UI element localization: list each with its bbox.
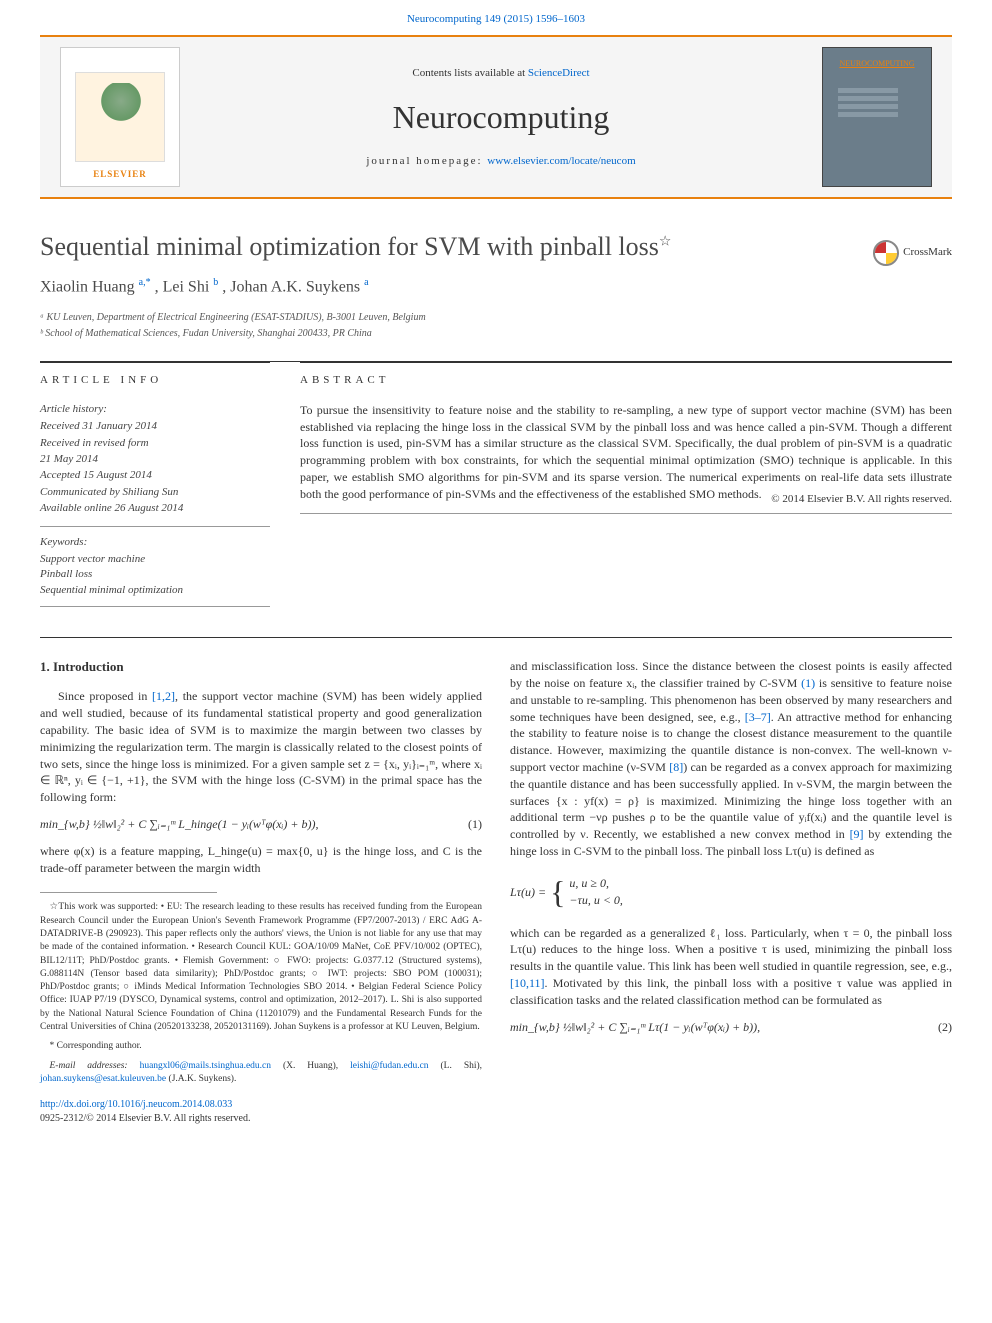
author-1-affil-link[interactable]: a,* (139, 277, 151, 288)
email-3-who: (J.A.K. Suykens). (166, 1074, 236, 1084)
publisher-logo-box: ELSEVIER (60, 47, 180, 187)
issn-line: 0925-2312/© 2014 Elsevier B.V. All right… (40, 1113, 250, 1124)
email-2-who: (L. Shi), (429, 1061, 482, 1071)
corresponding-footnote: * Corresponding author. (40, 1040, 482, 1053)
ref-1-2[interactable]: [1,2] (152, 689, 175, 703)
article-info-box: article info Article history: Received 3… (40, 362, 270, 608)
doi-block: http://dx.doi.org/10.1016/j.neucom.2014.… (40, 1098, 482, 1126)
right-column: and misclassification loss. Since the di… (510, 658, 952, 1126)
abstract-label: abstract (300, 373, 952, 388)
p4a: which can be regarded as a generalized ℓ… (510, 926, 952, 974)
intro-p1: Since proposed in [1,2], the support vec… (40, 688, 482, 806)
ref-3-7[interactable]: [3–7] (745, 710, 771, 724)
keyword-1: Support vector machine (40, 552, 270, 567)
p1b: , the support vector machine (SVM) has b… (40, 689, 482, 804)
affiliation-b: ᵇ School of Mathematical Sciences, Fudan… (40, 327, 952, 341)
publisher-name: ELSEVIER (93, 168, 147, 181)
funding-footnote: ☆This work was supported: • EU: The rese… (40, 901, 482, 1034)
elsevier-tree-icon (75, 72, 165, 162)
affiliations: ᵃ KU Leuven, Department of Electrical En… (40, 311, 952, 341)
cover-bars-icon (838, 88, 898, 120)
ref-8[interactable]: [8] (669, 760, 683, 774)
pinball-def: Lτ(u) = { u, u ≥ 0, −τu, u < 0, (510, 870, 952, 915)
history-communicated: Communicated by Shiliang Sun (40, 485, 270, 500)
left-column: 1. Introduction Since proposed in [1,2],… (40, 658, 482, 1126)
ref-eq1[interactable]: (1) (801, 676, 815, 690)
history-accepted: Accepted 15 August 2014 (40, 468, 270, 483)
author-1: Xiaolin Huang (40, 278, 135, 295)
eq1-expr: min_{w,b} ½‖w‖₂² + C ∑ᵢ₌₁ᵐ L_hinge(1 − y… (40, 816, 319, 833)
footnote-separator (40, 892, 217, 893)
history-header: Article history: (40, 402, 270, 417)
ref-9[interactable]: [9] (850, 827, 864, 841)
intro-p2: where φ(x) is a feature mapping, L_hinge… (40, 843, 482, 877)
author-2: Lei Shi (163, 278, 210, 295)
ref-10-11[interactable]: [10,11] (510, 976, 545, 990)
email-1-who: (X. Huang), (271, 1061, 338, 1071)
pinball-case-2: −τu, u < 0, (569, 892, 623, 909)
journal-banner: ELSEVIER Contents lists available at Sci… (40, 35, 952, 199)
pinball-case-1: u, u ≥ 0, (569, 875, 623, 892)
keyword-2: Pinball loss (40, 567, 270, 582)
crossmark-badge[interactable]: CrossMark (873, 240, 952, 266)
history-received: Received 31 January 2014 (40, 419, 270, 434)
keyword-3: Sequential minimal optimization (40, 583, 270, 598)
p1a: Since proposed in (58, 689, 152, 703)
crossmark-label: CrossMark (903, 245, 952, 260)
email-1[interactable]: huangxl06@mails.tsinghua.edu.cn (140, 1061, 271, 1071)
article-info-label: article info (40, 373, 270, 388)
intro-heading: 1. Introduction (40, 658, 482, 676)
author-list: Xiaolin Huang a,* , Lei Shi b , Johan A.… (40, 276, 952, 299)
eq2-expr: min_{w,b} ½‖w‖₂² + C ∑ᵢ₌₁ᵐ Lτ(1 − yᵢ(wᵀφ… (510, 1019, 760, 1036)
homepage-link[interactable]: www.elsevier.com/locate/neucom (487, 155, 635, 167)
journal-homepage: journal homepage: www.elsevier.com/locat… (180, 154, 822, 169)
header-citation[interactable]: Neurocomputing 149 (2015) 1596–1603 (0, 0, 992, 35)
author-3: Johan A.K. Suykens (230, 278, 360, 295)
journal-cover-thumb: NEUROCOMPUTING (822, 47, 932, 187)
contents-prefix: Contents lists available at (412, 67, 527, 79)
banner-center: Contents lists available at ScienceDirec… (180, 66, 822, 170)
affiliation-a: ᵃ KU Leuven, Department of Electrical En… (40, 311, 952, 325)
intro-p4: which can be regarded as a generalized ℓ… (510, 925, 952, 1009)
contents-line: Contents lists available at ScienceDirec… (180, 66, 822, 81)
author-3-affil-link[interactable]: a (364, 277, 368, 288)
equation-2: min_{w,b} ½‖w‖₂² + C ∑ᵢ₌₁ᵐ Lτ(1 − yᵢ(wᵀφ… (510, 1019, 952, 1036)
sciencedirect-link[interactable]: ScienceDirect (528, 67, 590, 79)
article-title: Sequential minimal optimization for SVM … (40, 229, 671, 265)
crossmark-icon (873, 240, 899, 266)
pinball-lhs: Lτ(u) = (510, 884, 546, 901)
equation-1: min_{w,b} ½‖w‖₂² + C ∑ᵢ₌₁ᵐ L_hinge(1 − y… (40, 816, 482, 833)
title-text: Sequential minimal optimization for SVM … (40, 232, 659, 261)
intro-p3: and misclassification loss. Since the di… (510, 658, 952, 860)
eq1-number: (1) (468, 816, 482, 833)
homepage-label: journal homepage: (366, 155, 487, 167)
email-2[interactable]: leishi@fudan.edu.cn (350, 1061, 428, 1071)
p4b: . Motivated by this link, the pinball lo… (510, 976, 952, 1007)
keywords-box: Keywords: Support vector machine Pinball… (40, 535, 270, 608)
emails-label: E-mail addresses: (50, 1061, 140, 1071)
title-footnote-star-icon: ☆ (659, 235, 672, 250)
left-brace-icon: { (550, 870, 565, 915)
abstract-box: abstract To pursue the insensitivity to … (300, 362, 952, 608)
cover-title: NEUROCOMPUTING (823, 58, 931, 69)
eq2-number: (2) (938, 1019, 952, 1036)
history-revised-2: 21 May 2014 (40, 452, 270, 467)
keywords-header: Keywords: (40, 535, 270, 550)
history-revised-1: Received in revised form (40, 436, 270, 451)
history-online: Available online 26 August 2014 (40, 501, 270, 516)
journal-name: Neurocomputing (180, 95, 822, 140)
article-history: Article history: Received 31 January 201… (40, 402, 270, 527)
author-2-affil-link[interactable]: b (213, 277, 218, 288)
doi-link[interactable]: http://dx.doi.org/10.1016/j.neucom.2014.… (40, 1099, 232, 1110)
email-3[interactable]: johan.suykens@esat.kuleuven.be (40, 1074, 166, 1084)
emails-footnote: E-mail addresses: huangxl06@mails.tsingh… (40, 1060, 482, 1087)
